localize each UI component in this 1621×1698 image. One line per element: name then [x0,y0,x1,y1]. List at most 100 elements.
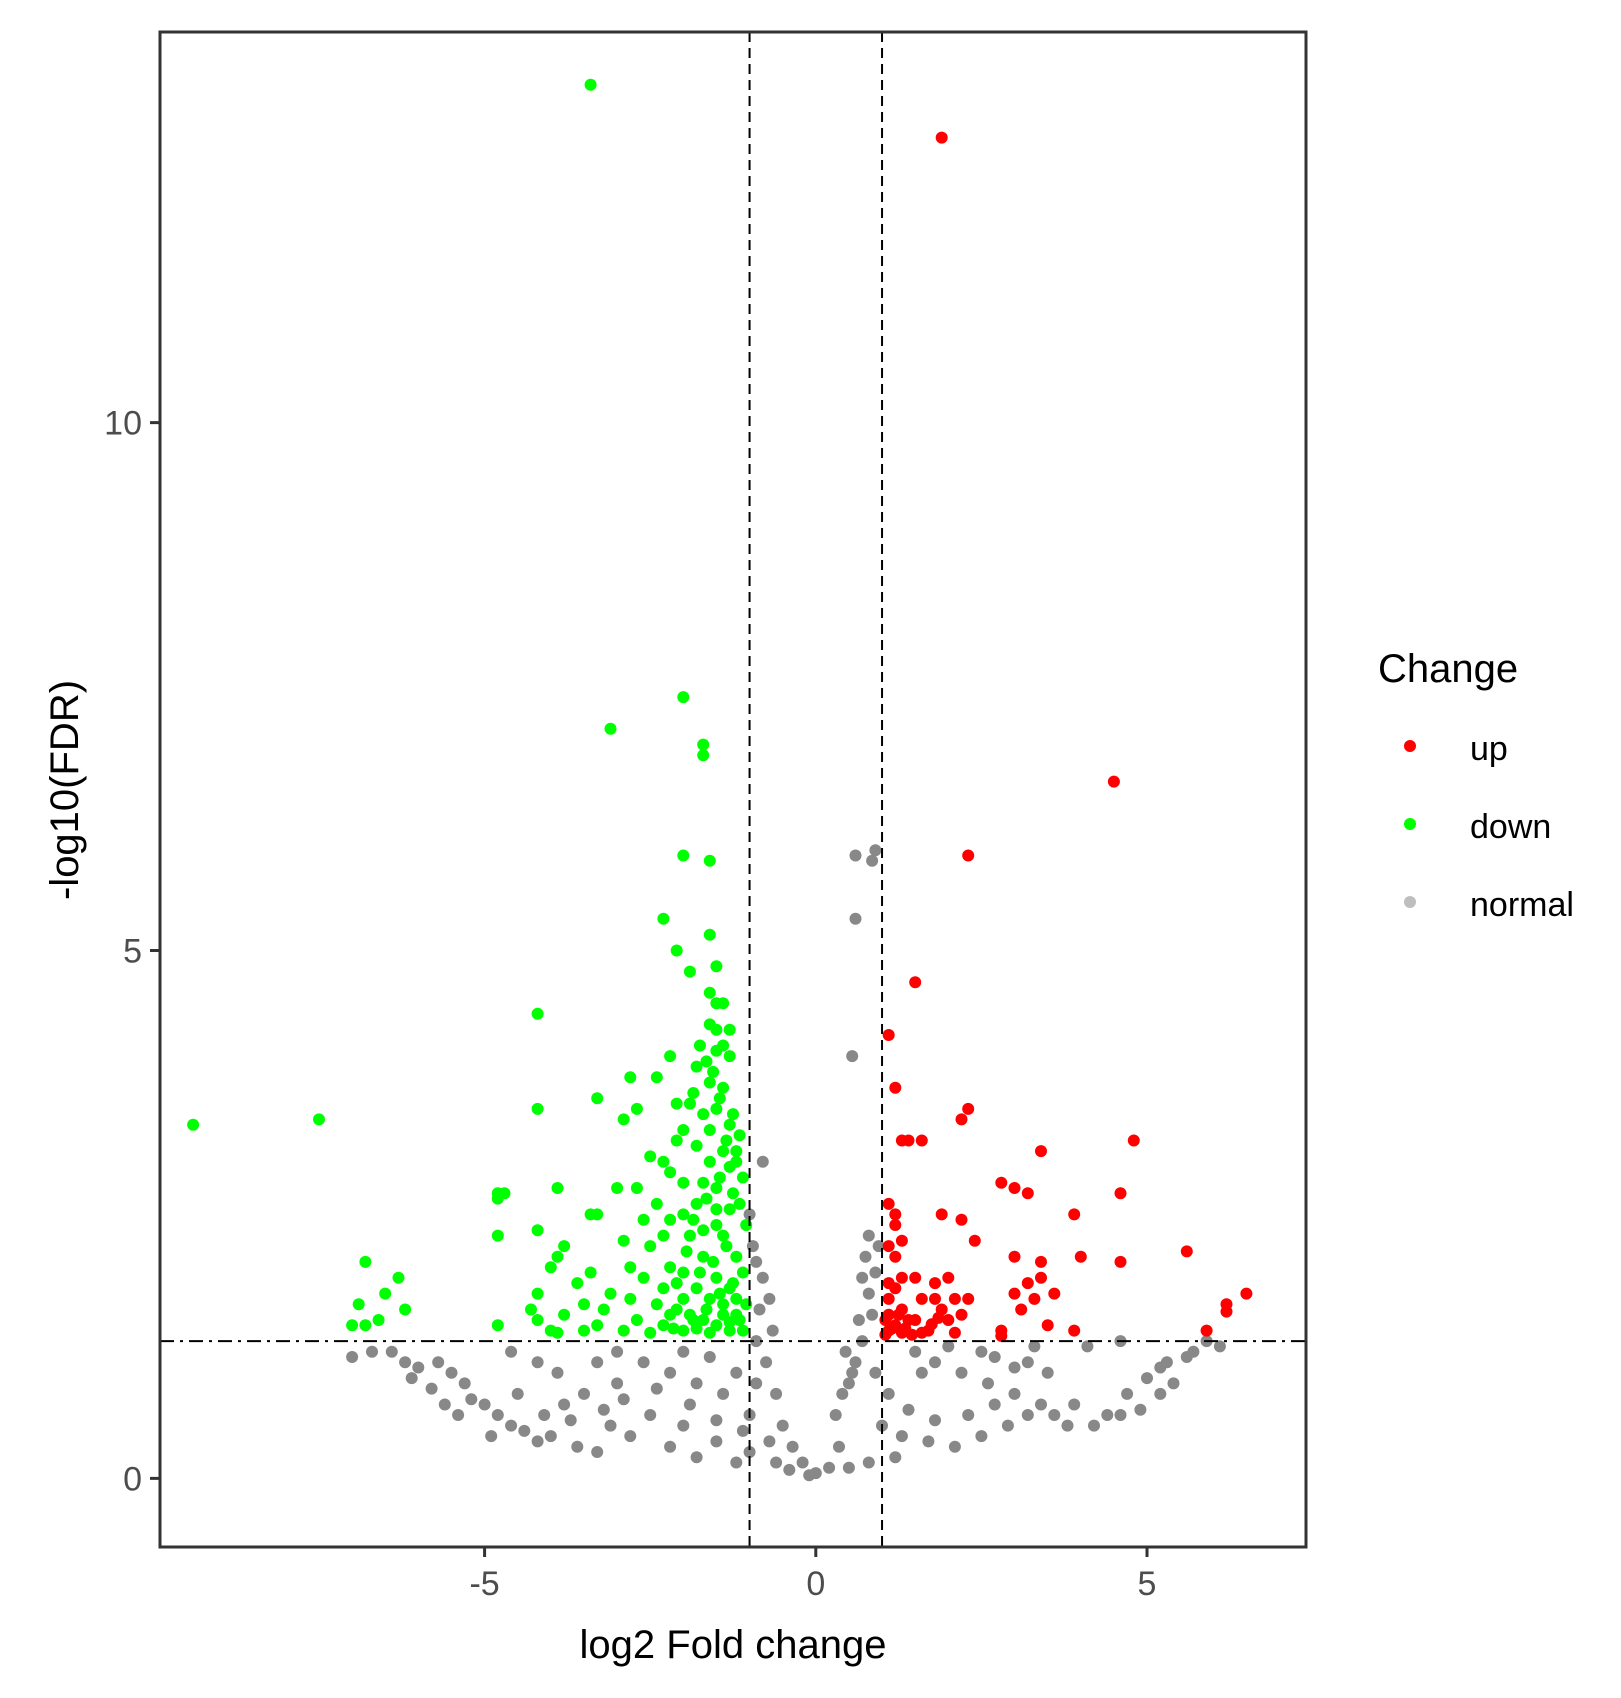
point-up [1035,1255,1047,1268]
point-down [657,1155,670,1168]
point-up [1068,1324,1081,1337]
plot-panel-border [158,30,1308,1549]
legend-entries: up down normal [1404,730,1574,924]
point-normal [1160,1356,1173,1369]
point-normal [1187,1345,1200,1358]
point-normal [862,1229,875,1242]
point-down [399,1303,412,1316]
point-normal [849,849,862,862]
point-normal [485,1430,498,1443]
point-down [697,738,710,751]
point-down [717,1229,730,1242]
point-down [730,1250,743,1263]
point-normal [611,1345,624,1358]
point-down [677,1292,690,1305]
point-up [1041,1319,1054,1332]
point-normal [717,1387,730,1400]
point-up [915,1134,928,1147]
point-normal [1081,1340,1094,1353]
point-normal [1167,1377,1180,1390]
point-down [700,1192,713,1205]
point-normal [518,1424,531,1437]
point-down [630,1102,643,1115]
point-down [624,1261,637,1274]
point-down [723,1203,736,1216]
point-down [700,1055,713,1068]
point-normal [571,1440,584,1453]
point-normal [750,1377,763,1390]
point-up [889,1208,902,1221]
point-down [630,1182,643,1194]
point-up [1048,1287,1061,1300]
point-normal [833,1440,845,1453]
point-normal [624,1430,637,1443]
point-down [491,1319,504,1332]
point-down [630,1314,643,1326]
point-down [730,1292,743,1305]
point-normal [1061,1419,1074,1432]
point-down [690,1282,703,1295]
point-down [733,1314,746,1326]
point-normal [644,1409,657,1421]
point-up [905,1328,918,1341]
point-normal [1008,1387,1021,1400]
point-normal [915,1366,928,1379]
point-up [1200,1324,1213,1337]
point-down [697,1224,710,1237]
point-down [591,1319,604,1332]
point-normal [597,1403,610,1416]
point-normal [677,1345,690,1358]
point-up [1220,1305,1233,1318]
point-up [915,1326,928,1339]
point-down [379,1287,392,1300]
point-down [531,1102,544,1115]
point-down [736,1266,749,1279]
point-down [710,960,723,973]
point-down [644,1240,657,1253]
legend-key-down [1404,818,1416,830]
point-down [624,1292,637,1305]
point-normal [511,1387,524,1400]
point-down [690,1322,703,1335]
point-down [359,1255,372,1268]
point-normal [505,1419,518,1432]
point-down [677,1176,690,1189]
point-down [571,1277,584,1290]
point-normal [866,1308,879,1321]
point-normal [405,1372,418,1385]
point-down [736,1171,749,1184]
point-normal [750,1255,763,1268]
point-down [687,1213,700,1226]
point-normal [975,1345,988,1358]
point-down [670,1134,683,1147]
point-normal [664,1366,677,1379]
point-normal [683,1398,696,1411]
point-down [657,912,670,925]
point-up [1008,1250,1021,1263]
point-down [683,965,696,978]
point-down [697,1250,710,1263]
point-down [710,1219,723,1231]
point-down [720,1134,733,1147]
point-down [597,1303,610,1316]
point-normal [929,1414,941,1427]
point-up [942,1314,955,1326]
point-up [895,1234,908,1247]
point-down [690,1060,703,1073]
point-normal [544,1430,557,1443]
point-normal [783,1463,796,1476]
point-normal [677,1419,690,1432]
y-tick-label: 10 [104,405,142,443]
point-down [723,1316,736,1329]
point-down [677,849,690,862]
point-up [1074,1250,1087,1263]
point-normal [842,1377,855,1390]
point-normal [1021,1356,1034,1369]
point-up [942,1271,955,1284]
points-layer [187,78,1253,1482]
point-down [687,1087,700,1099]
point-down [710,1044,723,1057]
point-down [733,1197,746,1210]
point-down [551,1326,564,1339]
point-down [703,1292,716,1305]
